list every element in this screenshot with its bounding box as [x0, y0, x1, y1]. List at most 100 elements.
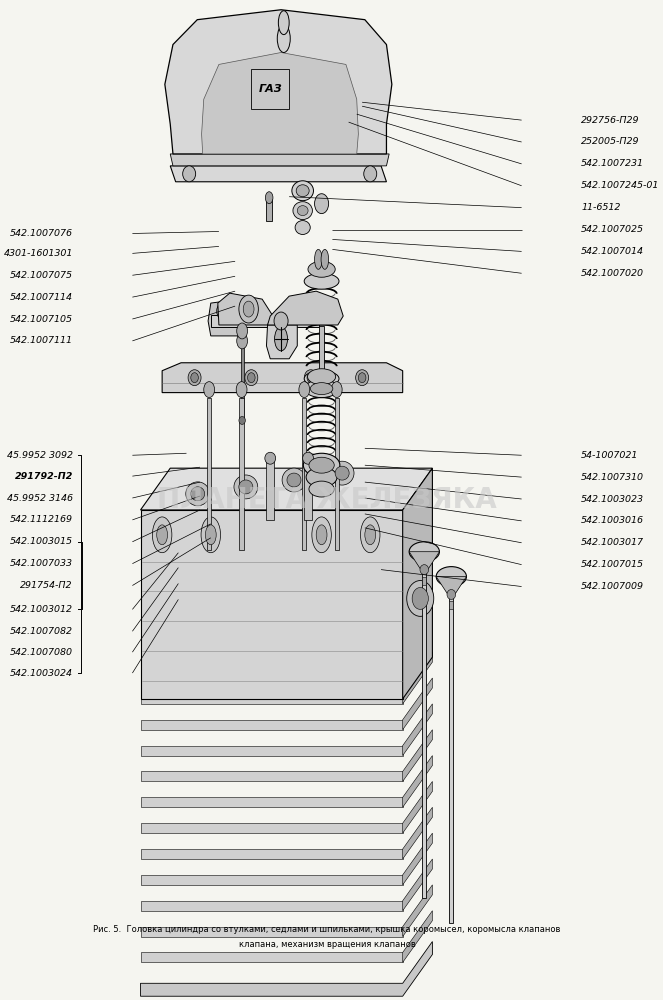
- Bar: [207, 398, 211, 550]
- Ellipse shape: [239, 416, 245, 424]
- Text: 542.1007009: 542.1007009: [581, 582, 644, 591]
- Text: Рис. 5.  Головка цилиндра со втулками, седлами и шпильками, крышка коромысел, ко: Рис. 5. Головка цилиндра со втулками, се…: [93, 925, 561, 934]
- Ellipse shape: [358, 373, 366, 383]
- Polygon shape: [402, 833, 432, 885]
- Polygon shape: [402, 652, 432, 704]
- Ellipse shape: [412, 588, 428, 609]
- Ellipse shape: [236, 382, 247, 398]
- Bar: [302, 398, 306, 550]
- Polygon shape: [141, 746, 402, 756]
- Bar: [449, 601, 453, 609]
- Ellipse shape: [265, 452, 276, 464]
- Polygon shape: [202, 52, 358, 154]
- Bar: [304, 460, 312, 520]
- Polygon shape: [162, 363, 402, 393]
- Ellipse shape: [364, 166, 377, 182]
- Ellipse shape: [447, 589, 455, 599]
- Polygon shape: [402, 678, 432, 730]
- Ellipse shape: [304, 371, 339, 387]
- Text: 542.1003016: 542.1003016: [581, 516, 644, 525]
- Polygon shape: [141, 942, 432, 996]
- Polygon shape: [402, 704, 432, 756]
- Polygon shape: [141, 468, 432, 510]
- Ellipse shape: [303, 452, 314, 464]
- Polygon shape: [402, 730, 432, 781]
- Text: 542.1003015: 542.1003015: [10, 537, 73, 546]
- Ellipse shape: [330, 461, 354, 485]
- Polygon shape: [141, 510, 402, 699]
- Ellipse shape: [237, 323, 247, 339]
- Polygon shape: [141, 901, 402, 911]
- Ellipse shape: [274, 327, 288, 351]
- Polygon shape: [141, 952, 402, 962]
- Ellipse shape: [321, 249, 329, 269]
- Text: 542.1007033: 542.1007033: [10, 559, 73, 568]
- Polygon shape: [402, 756, 432, 807]
- Ellipse shape: [305, 380, 338, 398]
- Text: 542.1003023: 542.1003023: [581, 495, 644, 504]
- Text: 542.1007080: 542.1007080: [10, 648, 73, 657]
- Ellipse shape: [409, 542, 440, 562]
- Polygon shape: [436, 577, 467, 596]
- Text: 542.1007075: 542.1007075: [10, 271, 73, 280]
- Bar: [319, 326, 324, 371]
- Text: 542.1007245-01: 542.1007245-01: [581, 181, 660, 190]
- Ellipse shape: [186, 482, 210, 506]
- Ellipse shape: [239, 295, 259, 323]
- Ellipse shape: [308, 261, 335, 277]
- Ellipse shape: [406, 581, 434, 616]
- Ellipse shape: [304, 453, 340, 477]
- Ellipse shape: [310, 383, 333, 395]
- Ellipse shape: [293, 202, 312, 220]
- Text: 45.9952 3092: 45.9952 3092: [7, 451, 73, 460]
- Bar: [422, 577, 426, 585]
- Polygon shape: [141, 875, 402, 885]
- Ellipse shape: [245, 370, 258, 386]
- Polygon shape: [141, 694, 402, 704]
- Ellipse shape: [243, 301, 254, 317]
- Text: 54-1007021: 54-1007021: [581, 451, 638, 460]
- Text: 542.1112169: 542.1112169: [10, 515, 73, 524]
- Polygon shape: [402, 468, 432, 699]
- Text: 542.1007082: 542.1007082: [10, 627, 73, 636]
- Ellipse shape: [282, 468, 306, 492]
- Ellipse shape: [420, 565, 428, 575]
- Bar: [422, 560, 426, 898]
- Text: ГАЗ: ГАЗ: [259, 84, 282, 94]
- Polygon shape: [402, 807, 432, 859]
- Ellipse shape: [295, 221, 310, 234]
- Text: 542.1007015: 542.1007015: [581, 560, 644, 569]
- Text: 542.1003017: 542.1003017: [581, 538, 644, 547]
- Ellipse shape: [278, 11, 289, 35]
- Ellipse shape: [237, 333, 247, 349]
- Text: ПЛАНЕТА ЖЕЛЕЗЯКА: ПЛАНЕТА ЖЕЛЕЗЯКА: [157, 486, 497, 514]
- Ellipse shape: [191, 487, 205, 501]
- Ellipse shape: [304, 370, 318, 386]
- Polygon shape: [165, 10, 392, 154]
- Ellipse shape: [239, 480, 253, 494]
- Polygon shape: [141, 797, 402, 807]
- Ellipse shape: [292, 181, 314, 201]
- Text: 45.9952 3146: 45.9952 3146: [7, 494, 73, 503]
- Ellipse shape: [201, 517, 221, 553]
- Text: 542.1007114: 542.1007114: [10, 293, 73, 302]
- Text: 542.1007111: 542.1007111: [10, 336, 73, 345]
- Ellipse shape: [316, 525, 327, 545]
- Bar: [211, 315, 319, 327]
- Text: 542.1007310: 542.1007310: [581, 473, 644, 482]
- Polygon shape: [208, 299, 241, 336]
- Text: 252005-П29: 252005-П29: [581, 137, 640, 146]
- Ellipse shape: [234, 475, 258, 499]
- Ellipse shape: [335, 466, 349, 480]
- Polygon shape: [402, 781, 432, 833]
- Ellipse shape: [365, 525, 376, 545]
- Polygon shape: [268, 291, 343, 325]
- Text: клапана, механизм вращения клапанов: клапана, механизм вращения клапанов: [239, 940, 416, 949]
- Ellipse shape: [304, 273, 339, 289]
- Polygon shape: [141, 849, 402, 859]
- Polygon shape: [141, 771, 402, 781]
- Ellipse shape: [314, 249, 322, 269]
- Text: 542.1007231: 542.1007231: [581, 159, 644, 168]
- Ellipse shape: [314, 194, 329, 214]
- Text: 4301-1601301: 4301-1601301: [3, 249, 73, 258]
